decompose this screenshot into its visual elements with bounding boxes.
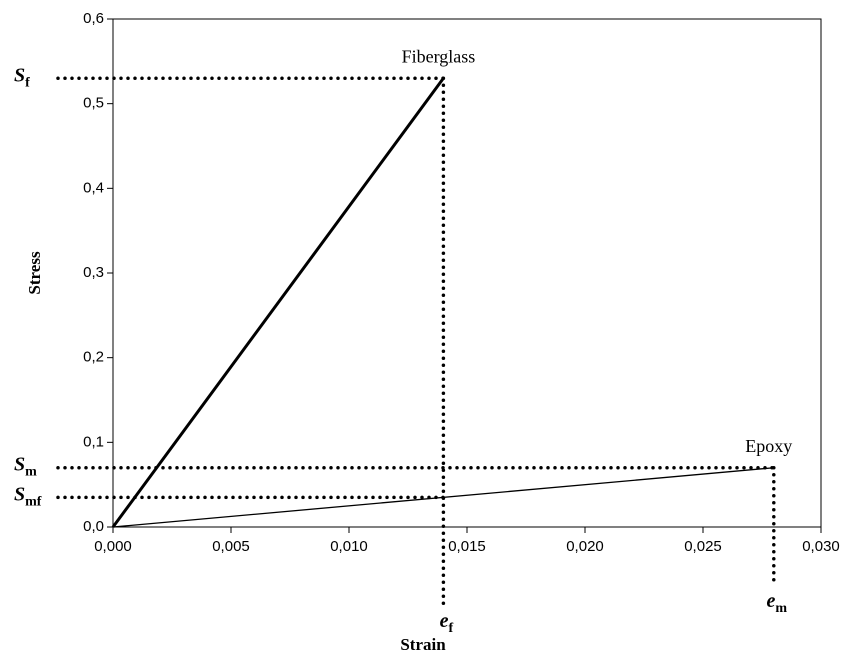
marker-symbol: e — [440, 610, 449, 632]
marker-subscript: f — [25, 75, 30, 90]
x-tick-label: 0,020 — [566, 538, 604, 555]
marker-subscript: m — [25, 465, 37, 480]
marker-label: Sf — [14, 64, 30, 91]
x-tick-label: 0,005 — [212, 538, 250, 555]
series-label: Epoxy — [745, 436, 792, 456]
y-tick-label: 0,0 — [83, 518, 104, 535]
x-tick-label: 0,030 — [802, 538, 840, 555]
series-label: Fiberglass — [402, 46, 476, 66]
y-tick-label: 0,6 — [83, 10, 104, 27]
y-tick-label: 0,3 — [83, 264, 104, 281]
y-axis-title: Stress — [25, 251, 44, 295]
plot-frame — [113, 19, 821, 527]
y-tick-label: 0,2 — [83, 349, 104, 366]
marker-subscript: f — [449, 621, 454, 636]
x-axis-title: Strain — [400, 635, 446, 654]
x-tick-label: 0,025 — [684, 538, 722, 555]
marker-symbol: S — [14, 453, 25, 475]
marker-symbol: S — [14, 483, 25, 505]
y-tick-label: 0,5 — [83, 95, 104, 112]
series-line — [113, 78, 443, 527]
marker-symbol: S — [14, 64, 25, 86]
y-tick-label: 0,4 — [83, 179, 104, 196]
marker-label: em — [767, 590, 788, 617]
y-tick-label: 0,1 — [83, 433, 104, 450]
marker-label: Smf — [14, 483, 42, 510]
marker-subscript: mf — [25, 495, 42, 510]
marker-subscript: m — [775, 601, 787, 616]
x-tick-label: 0,010 — [330, 538, 368, 555]
marker-symbol: e — [767, 590, 776, 612]
x-tick-label: 0,000 — [94, 538, 132, 555]
marker-label: Sm — [14, 453, 37, 480]
marker-label: ef — [440, 610, 454, 637]
x-tick-label: 0,015 — [448, 538, 486, 555]
chart: Strain Stress 0,0 0,1 0,2 0,3 0,4 0,5 0,6 0,000… — [0, 0, 846, 657]
